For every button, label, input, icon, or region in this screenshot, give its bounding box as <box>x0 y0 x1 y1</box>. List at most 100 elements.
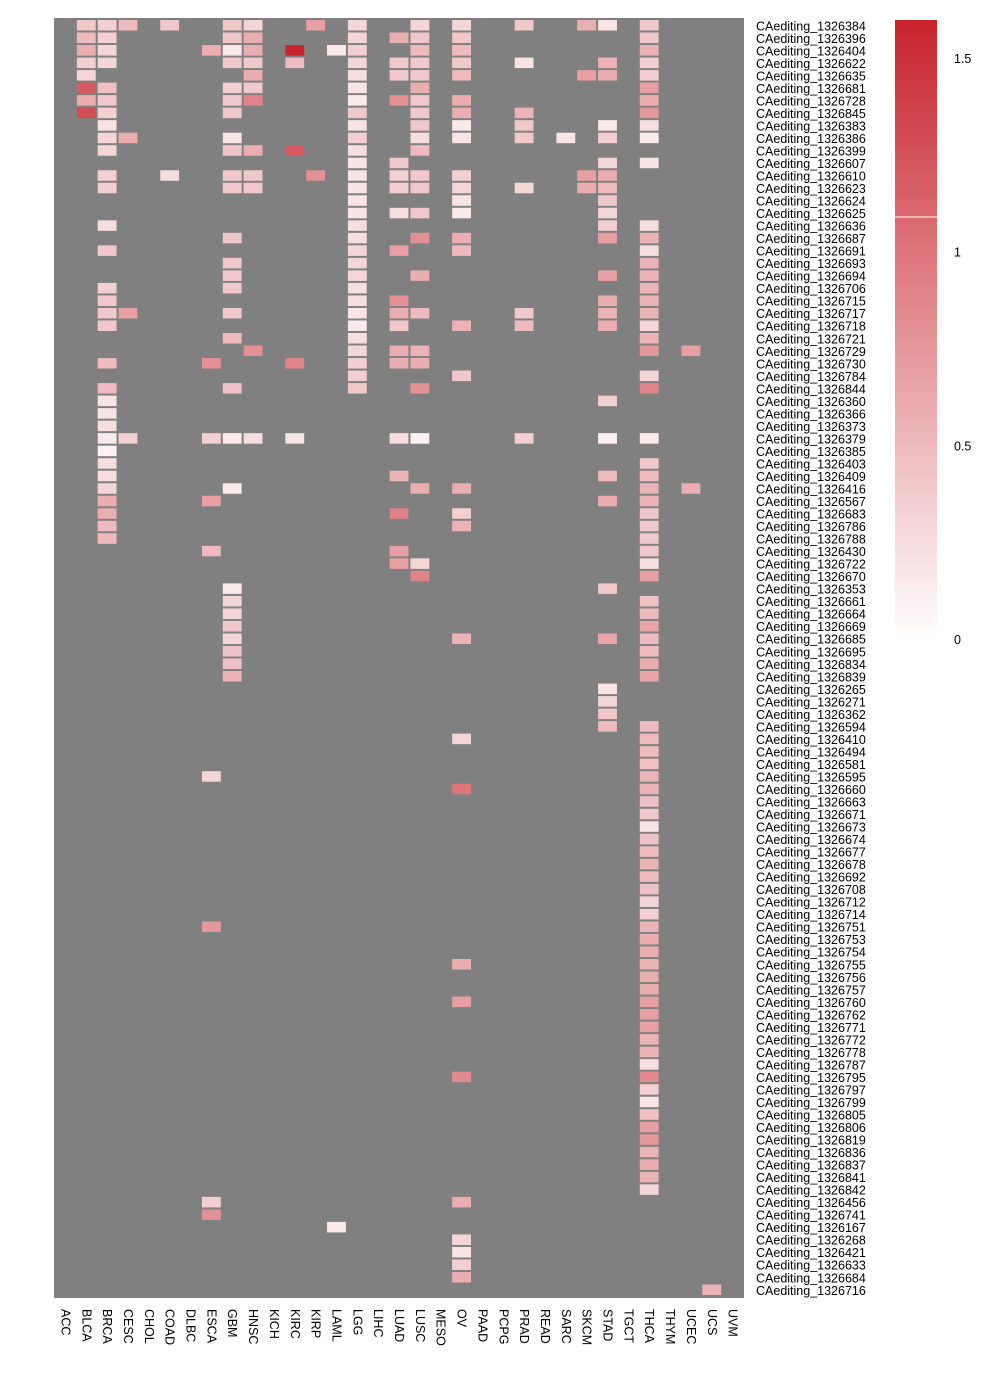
heatmap-cell <box>389 633 409 644</box>
heatmap-cell <box>618 583 638 594</box>
heatmap-cell <box>181 595 200 607</box>
heatmap-cell <box>327 808 346 820</box>
heatmap-cell <box>598 796 617 807</box>
heatmap-cell <box>97 1184 117 1195</box>
heatmap-cell <box>639 1171 659 1183</box>
heatmap-cell <box>577 383 597 394</box>
heatmap-cell <box>347 270 367 281</box>
heatmap-cell <box>639 583 659 594</box>
heatmap-cell <box>618 1196 638 1208</box>
heatmap-cell <box>347 57 367 69</box>
heatmap-cell <box>347 996 367 1008</box>
heatmap-cell <box>452 320 471 331</box>
heatmap-cell <box>493 370 513 382</box>
heatmap-cell <box>306 120 326 131</box>
heatmap-cell <box>618 959 638 970</box>
heatmap-cell <box>639 545 659 557</box>
heatmap-cell <box>222 220 242 231</box>
heatmap-cell <box>723 1046 743 1058</box>
heatmap-cell <box>222 896 242 907</box>
heatmap-cell <box>702 1009 722 1020</box>
heatmap-cell <box>410 282 430 294</box>
heatmap-cell <box>389 333 409 344</box>
heatmap-cell <box>535 295 555 306</box>
heatmap-cell <box>410 1021 430 1033</box>
heatmap-cell <box>327 257 346 269</box>
heatmap-cell <box>556 1009 576 1020</box>
heatmap-cell <box>201 420 221 432</box>
heatmap-cell <box>243 57 263 69</box>
heatmap-cell <box>160 245 180 256</box>
heatmap-cell <box>181 583 200 594</box>
heatmap-cell <box>473 333 492 344</box>
heatmap-cell <box>118 408 138 419</box>
heatmap-cell <box>493 232 513 244</box>
heatmap-cell <box>598 107 617 119</box>
heatmap-cell <box>556 1071 576 1083</box>
heatmap-cell <box>598 307 617 319</box>
heatmap-cell <box>660 984 680 995</box>
heatmap-cell <box>264 107 284 119</box>
heatmap-cell <box>452 1059 471 1070</box>
heatmap-cell <box>618 595 638 607</box>
row-label: CAediting_1326271 <box>756 695 866 709</box>
heatmap-cell <box>577 771 597 782</box>
row-label: CAediting_1326842 <box>756 1184 866 1198</box>
heatmap-cell <box>347 145 367 156</box>
heatmap-cell <box>368 345 388 357</box>
heatmap-cell <box>389 683 409 695</box>
heatmap-cell <box>327 996 346 1008</box>
heatmap-cell <box>556 132 576 144</box>
heatmap-cell <box>368 821 388 832</box>
row-label: CAediting_1326678 <box>756 858 866 872</box>
heatmap-cell <box>535 583 555 594</box>
heatmap-cell <box>139 82 159 94</box>
row-label: CAediting_1326784 <box>756 370 866 384</box>
heatmap-cell <box>493 1146 513 1158</box>
heatmap-cell <box>243 470 263 482</box>
heatmap-cell <box>139 282 159 294</box>
row-label: CAediting_1326636 <box>756 220 866 234</box>
heatmap-cell <box>410 896 430 907</box>
heatmap-cell <box>535 921 555 932</box>
heatmap-cell <box>56 1196 75 1208</box>
heatmap-cell <box>452 345 471 357</box>
heatmap-cell <box>639 182 659 194</box>
heatmap-cell <box>514 1171 534 1183</box>
heatmap-cell <box>410 408 430 419</box>
heatmap-cell <box>76 746 96 757</box>
heatmap-cell <box>56 370 75 382</box>
heatmap-cell <box>264 608 284 619</box>
heatmap-cell <box>118 1059 138 1070</box>
heatmap-cell <box>431 20 451 31</box>
heatmap-cell <box>306 984 326 995</box>
heatmap-cell <box>598 971 617 983</box>
heatmap-cell <box>473 295 492 306</box>
heatmap-cell <box>264 1221 284 1233</box>
heatmap-cell <box>243 195 263 206</box>
heatmap-cell <box>201 1146 221 1158</box>
heatmap-cell <box>723 1134 743 1145</box>
heatmap-cell <box>702 708 722 720</box>
heatmap-cell <box>118 671 138 682</box>
heatmap-cell <box>139 721 159 732</box>
heatmap-cell <box>410 195 430 206</box>
heatmap-cell <box>410 1059 430 1070</box>
heatmap-cell <box>389 1272 409 1283</box>
heatmap-cell <box>431 570 451 582</box>
heatmap-cell <box>97 996 117 1008</box>
heatmap-cell <box>681 921 701 932</box>
heatmap-cell <box>681 257 701 269</box>
heatmap-cell <box>181 733 200 745</box>
heatmap-cell <box>723 445 743 457</box>
heatmap-cell <box>473 520 492 532</box>
heatmap-cell <box>598 545 617 557</box>
heatmap-cell <box>181 345 200 357</box>
heatmap-cell <box>243 82 263 94</box>
heatmap-cell <box>514 1184 534 1195</box>
heatmap-cell <box>702 120 722 131</box>
heatmap-cell <box>139 420 159 432</box>
heatmap-cell <box>660 908 680 920</box>
heatmap-cell <box>493 570 513 582</box>
heatmap-cell <box>389 1059 409 1070</box>
